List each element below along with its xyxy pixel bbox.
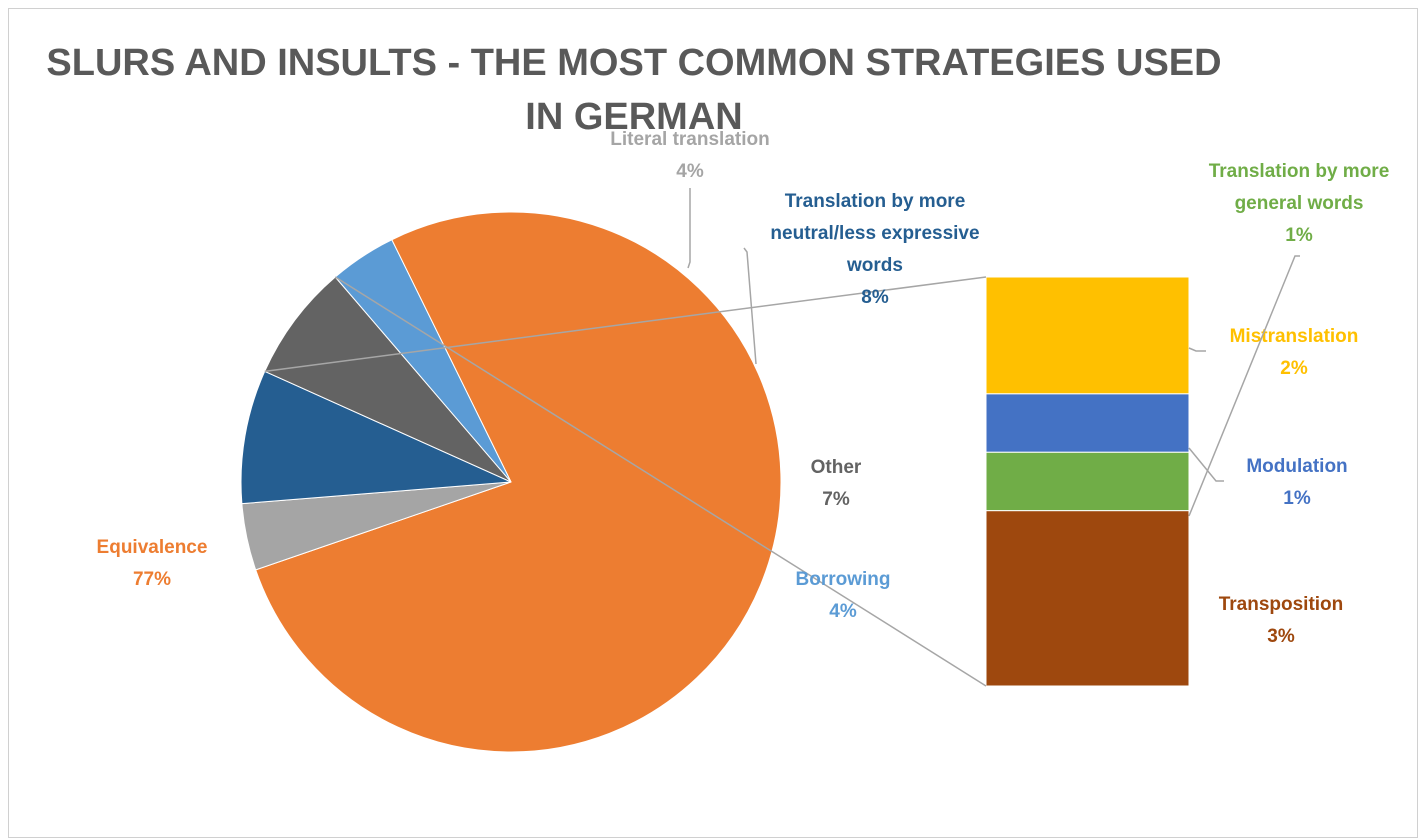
chart-title-line-1: SLURS AND INSULTS - THE MOST COMMON STRA… bbox=[46, 42, 1222, 84]
connector-line-top bbox=[264, 276, 987, 373]
data-label-modulation: Modulation 1% bbox=[1246, 456, 1347, 509]
data-label-borrowing-text: Borrowing bbox=[796, 569, 891, 590]
data-label-neutral-words-value: 8% bbox=[861, 287, 889, 308]
data-label-general-words-value: 1% bbox=[1285, 225, 1313, 246]
data-label-neutral-words-text: Translation by more bbox=[785, 191, 966, 212]
bar-segment-mistranslation bbox=[985, 276, 1190, 395]
data-label-equivalence: Equivalence 77% bbox=[97, 537, 208, 590]
data-label-neutral-words-text: neutral/less expressive bbox=[770, 223, 979, 244]
bar-segment-translation-by-more-general-words bbox=[985, 451, 1190, 512]
data-label-mistranslation-text: Mistranslation bbox=[1230, 326, 1359, 347]
data-label-general-words-text: Translation by more bbox=[1209, 161, 1390, 182]
chart-title: SLURS AND INSULTS - THE MOST COMMON STRA… bbox=[0, 36, 1428, 144]
data-label-borrowing: Borrowing 4% bbox=[796, 569, 891, 622]
data-label-modulation-value: 1% bbox=[1283, 488, 1311, 509]
bar-segment-transposition bbox=[985, 510, 1190, 687]
data-label-modulation-text: Modulation bbox=[1246, 456, 1347, 477]
leader-line-modulation bbox=[1188, 447, 1224, 482]
bar-segment-modulation bbox=[985, 393, 1190, 453]
pie-slice-equivalence bbox=[255, 211, 782, 753]
data-label-borrowing-value: 4% bbox=[829, 601, 857, 622]
leader-line-literal-translation bbox=[687, 188, 691, 269]
data-label-other-value: 7% bbox=[822, 489, 850, 510]
pie-slice-other bbox=[264, 276, 512, 483]
data-label-equivalence-text: Equivalence bbox=[97, 537, 208, 558]
data-label-equivalence-value: 77% bbox=[133, 569, 171, 590]
pie-slice-translation-by-more-neutral-less-expressive-words bbox=[240, 370, 512, 505]
data-label-neutral-words: Translation by more neutral/less expressi… bbox=[770, 191, 979, 308]
leader-line-neutral-words bbox=[743, 247, 757, 365]
data-label-other: Other 7% bbox=[811, 457, 862, 510]
connector-line-bottom bbox=[334, 276, 987, 687]
data-label-general-words: Translation by more general words 1% bbox=[1209, 161, 1390, 246]
data-label-literal-translation-value: 4% bbox=[676, 161, 704, 182]
chart-title-line-2: IN GERMAN bbox=[525, 96, 743, 138]
data-label-general-words-text: general words bbox=[1235, 193, 1364, 214]
data-label-neutral-words-text: words bbox=[846, 255, 903, 276]
data-label-other-text: Other bbox=[811, 457, 862, 478]
data-label-transposition: Transposition 3% bbox=[1219, 594, 1344, 647]
data-label-literal-translation: Literal translation 4% bbox=[610, 129, 769, 182]
data-label-mistranslation: Mistranslation 2% bbox=[1230, 326, 1359, 379]
data-label-literal-translation-text: Literal translation bbox=[610, 129, 769, 150]
leader-line-general-words bbox=[1188, 255, 1300, 517]
data-label-transposition-value: 3% bbox=[1267, 626, 1295, 647]
leader-line-mistranslation bbox=[1188, 347, 1206, 352]
data-label-mistranslation-value: 2% bbox=[1280, 358, 1308, 379]
data-label-transposition-text: Transposition bbox=[1219, 594, 1344, 615]
